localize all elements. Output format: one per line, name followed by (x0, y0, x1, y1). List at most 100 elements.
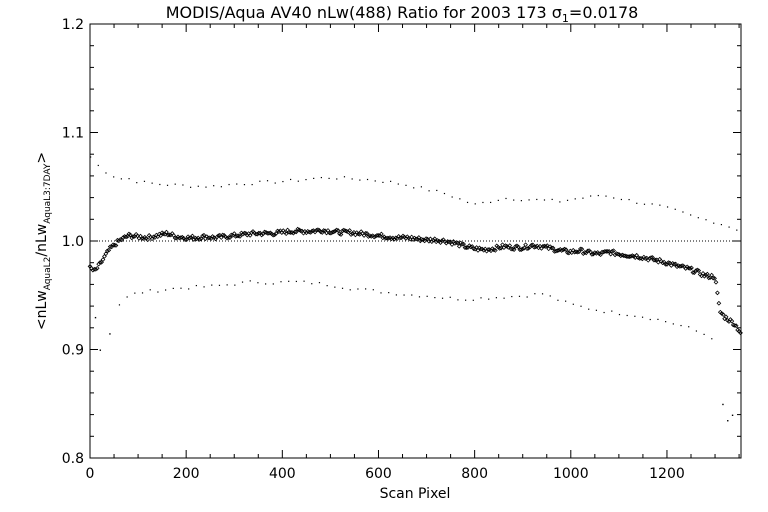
mean-point (107, 244, 113, 250)
upper-dot (513, 199, 515, 201)
mean-point (315, 227, 321, 233)
lower-dot (349, 289, 351, 291)
mean-point (218, 235, 224, 240)
mean-point (347, 228, 352, 233)
upper-dot (120, 178, 122, 180)
upper-dot (197, 185, 199, 187)
upper-dot (636, 202, 638, 204)
lower-dot (480, 297, 482, 299)
mean-point (540, 243, 546, 249)
upper-dot (97, 164, 99, 167)
lower-dot (311, 283, 313, 285)
upper-dot (413, 187, 415, 189)
lower-dot (372, 289, 374, 291)
mean-point (151, 234, 156, 240)
lower-dot (195, 284, 197, 287)
upper-dot (690, 214, 692, 216)
mean-point (166, 232, 172, 238)
mean-point (492, 248, 498, 253)
upper-dot (336, 178, 338, 180)
mean-point (422, 238, 428, 244)
mean-point (335, 228, 341, 233)
upper-dot (405, 184, 407, 186)
upper-dot (266, 180, 269, 182)
x-tick-label: 600 (365, 466, 392, 482)
mean-point (573, 249, 579, 255)
mean-point (184, 237, 190, 243)
mean-point (660, 260, 665, 266)
mean-point (628, 253, 634, 259)
mean-point (456, 243, 462, 249)
mean-point (468, 244, 474, 250)
lower-dot (411, 294, 413, 296)
lower-dot (126, 296, 128, 298)
series-mean-ratio (87, 226, 743, 336)
lower-dot (180, 287, 182, 289)
lower-dot (157, 291, 159, 293)
mean-point (723, 314, 729, 320)
outlier-point (109, 333, 111, 335)
lower-dot (557, 299, 559, 301)
y-tick-label: 1.2 (62, 17, 84, 33)
mean-point (325, 228, 331, 233)
lower-dot (334, 286, 336, 288)
upper-dot (351, 178, 353, 180)
mean-point (738, 330, 743, 336)
upper-dot (505, 197, 507, 200)
mean-point (562, 246, 567, 252)
lower-dot (265, 283, 267, 285)
mean-point (618, 253, 624, 259)
upper-dot (220, 186, 222, 188)
lower-dot (457, 299, 459, 301)
lower-dot (688, 326, 690, 328)
lower-dot (572, 303, 574, 305)
chart-title-value: =0.0178 (569, 3, 638, 22)
mean-point (650, 255, 655, 260)
lower-dot (565, 300, 567, 302)
mean-point (182, 237, 188, 243)
upper-dot (451, 196, 453, 198)
lower-dot (503, 297, 505, 299)
upper-dot (213, 185, 215, 187)
upper-dot (482, 201, 484, 204)
upper-dot (190, 186, 192, 188)
lower-dot (649, 318, 651, 321)
mean-point (469, 244, 475, 249)
chart-title-sigma-subscript: 1 (562, 12, 569, 25)
mean-point (293, 229, 299, 235)
mean-point (462, 245, 468, 250)
lower-dot (695, 330, 698, 332)
x-tick-label: 1200 (649, 466, 685, 482)
mean-point (729, 318, 735, 324)
x-tick-label: 0 (86, 466, 95, 482)
series-lower-dots (118, 280, 713, 340)
mean-point (608, 251, 614, 257)
mean-point (314, 227, 319, 233)
lower-dot (218, 284, 221, 286)
mean-point (518, 247, 524, 252)
mean-point (337, 231, 342, 237)
mean-point (582, 250, 588, 255)
lower-dot (465, 299, 467, 301)
mean-point (716, 300, 722, 306)
upper-dot (136, 182, 138, 184)
mean-point (704, 271, 710, 277)
upper-dot (159, 183, 161, 186)
mean-point (363, 230, 368, 236)
mean-point (119, 237, 125, 243)
mean-point (632, 255, 638, 260)
mean-point (298, 228, 303, 234)
lower-dot (203, 286, 205, 288)
mean-point (579, 246, 585, 252)
lower-dot (626, 314, 628, 317)
mean-point (228, 232, 234, 238)
mean-point (673, 261, 678, 267)
mean-point (491, 247, 497, 253)
mean-point (575, 249, 580, 255)
mean-point (273, 231, 279, 236)
mean-point (262, 229, 267, 235)
upper-dot (459, 198, 461, 200)
outlier-point (727, 420, 729, 422)
mean-point (106, 247, 112, 253)
